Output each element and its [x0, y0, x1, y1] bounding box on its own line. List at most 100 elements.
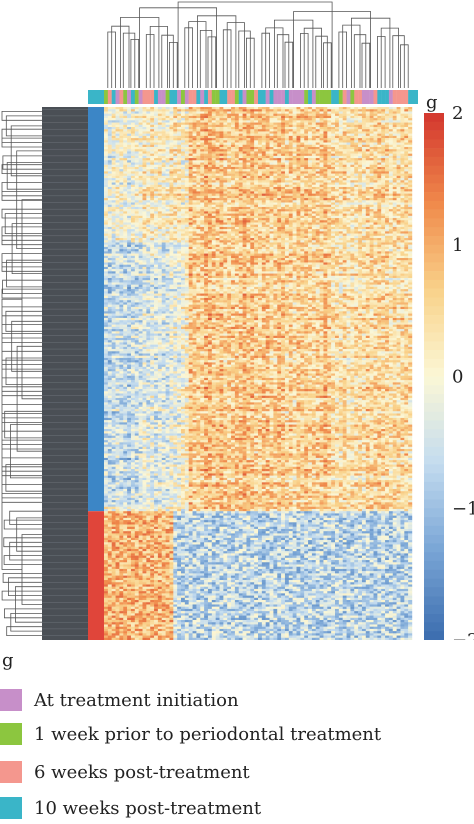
heatmap-cell [304, 173, 309, 177]
heatmap-cell [388, 204, 393, 208]
column-annotation-cell [311, 90, 316, 104]
heatmap-cell [315, 189, 320, 192]
heatmap-cell [154, 222, 159, 225]
row-dendrogram [1, 111, 42, 636]
heatmap-cell [296, 238, 301, 241]
heatmap-cell [223, 186, 228, 190]
heatmap-cell [385, 189, 390, 192]
heatmap-cell [365, 144, 370, 148]
heatmap-cell [288, 180, 293, 183]
heatmap-cell [404, 218, 409, 221]
heatmap-cell [269, 135, 274, 139]
heatmap-cell [392, 238, 397, 241]
heatmap-cell [119, 129, 124, 132]
heatmap-cell [408, 142, 413, 145]
heatmap-cell [281, 138, 286, 141]
heatmap-cell [254, 149, 259, 152]
heatmap-cell [165, 202, 170, 205]
heatmap-cell [361, 169, 366, 172]
heatmap-cell [238, 173, 243, 177]
heatmap-cell [365, 222, 370, 225]
heatmap-cell [331, 160, 336, 163]
heatmap-cell [319, 189, 324, 192]
heatmap-cell [169, 193, 174, 197]
heatmap-cell [127, 109, 132, 112]
heatmap-cell [127, 175, 132, 179]
heatmap-cell [184, 215, 189, 219]
heatmap-cell [373, 180, 378, 183]
heatmap-cell [315, 131, 320, 134]
heatmap-cell [385, 209, 390, 212]
heatmap-cell [246, 193, 251, 197]
heatmap-cell [188, 209, 193, 212]
heatmap-cell [119, 173, 124, 177]
heatmap-cell [154, 146, 159, 150]
heatmap-cell [115, 109, 120, 112]
heatmap-cell [150, 200, 155, 203]
heatmap-cell [238, 220, 243, 223]
column-annotation-cell [181, 90, 186, 104]
heatmap-cell [123, 144, 128, 148]
heatmap-cell [308, 173, 313, 177]
heatmap-cell [300, 200, 305, 203]
heatmap-cell [115, 124, 120, 128]
heatmap-cell [211, 175, 216, 179]
heatmap-cell [331, 158, 336, 161]
heatmap-cell [192, 142, 197, 145]
heatmap-cell [381, 184, 386, 188]
column-annotation-cell [154, 90, 159, 104]
heatmap-cell [177, 124, 182, 128]
heatmap-cell [161, 222, 166, 225]
heatmap-cell [388, 206, 393, 210]
heatmap-cell [184, 113, 189, 117]
heatmap-cell [246, 191, 251, 194]
heatmap-cell [181, 135, 186, 139]
heatmap-cell [281, 213, 286, 217]
heatmap-cell [134, 146, 139, 150]
heatmap-cell [273, 209, 278, 212]
heatmap-cell [142, 107, 147, 110]
heatmap-cell [381, 160, 386, 163]
heatmap-cell [219, 144, 224, 148]
heatmap-cell [308, 118, 313, 121]
heatmap-cell [315, 200, 320, 203]
heatmap-cell [388, 182, 393, 185]
heatmap-cell [300, 171, 305, 174]
heatmap-cell [169, 238, 174, 241]
heatmap-cell [396, 238, 401, 241]
heatmap-cell [288, 140, 293, 143]
heatmap-cell [207, 138, 212, 141]
heatmap-cell [161, 162, 166, 165]
heatmap-cell [161, 126, 166, 130]
heatmap-cell [261, 209, 266, 212]
heatmap-cell [254, 162, 259, 165]
heatmap-cell [365, 162, 370, 165]
heatmap-cell [408, 238, 413, 241]
heatmap-cell [388, 193, 393, 197]
heatmap-cell [269, 160, 274, 163]
heatmap-cell [169, 240, 174, 243]
heatmap-cell [396, 124, 401, 128]
heatmap-cell [311, 198, 316, 201]
heatmap-cell [335, 111, 340, 114]
heatmap-cell [104, 235, 109, 239]
heatmap-cell [273, 122, 278, 125]
heatmap-cell [404, 231, 409, 234]
heatmap-cell [227, 118, 232, 121]
heatmap-cell [250, 195, 255, 199]
heatmap-cell [361, 140, 366, 143]
column-annotation-cell [319, 90, 324, 104]
heatmap-cell [404, 171, 409, 174]
heatmap-cell [350, 164, 355, 168]
heatmap-cell [127, 126, 132, 130]
heatmap-cell [204, 175, 209, 179]
heatmap-cell [354, 135, 359, 139]
column-annotation-cell [227, 90, 232, 104]
heatmap-cell [234, 238, 239, 241]
heatmap-cell [346, 155, 351, 159]
heatmap-cell [177, 115, 182, 119]
heatmap-cell [269, 238, 274, 241]
heatmap-cell [258, 122, 263, 125]
heatmap-cell [350, 129, 355, 132]
heatmap-cell [219, 111, 224, 114]
